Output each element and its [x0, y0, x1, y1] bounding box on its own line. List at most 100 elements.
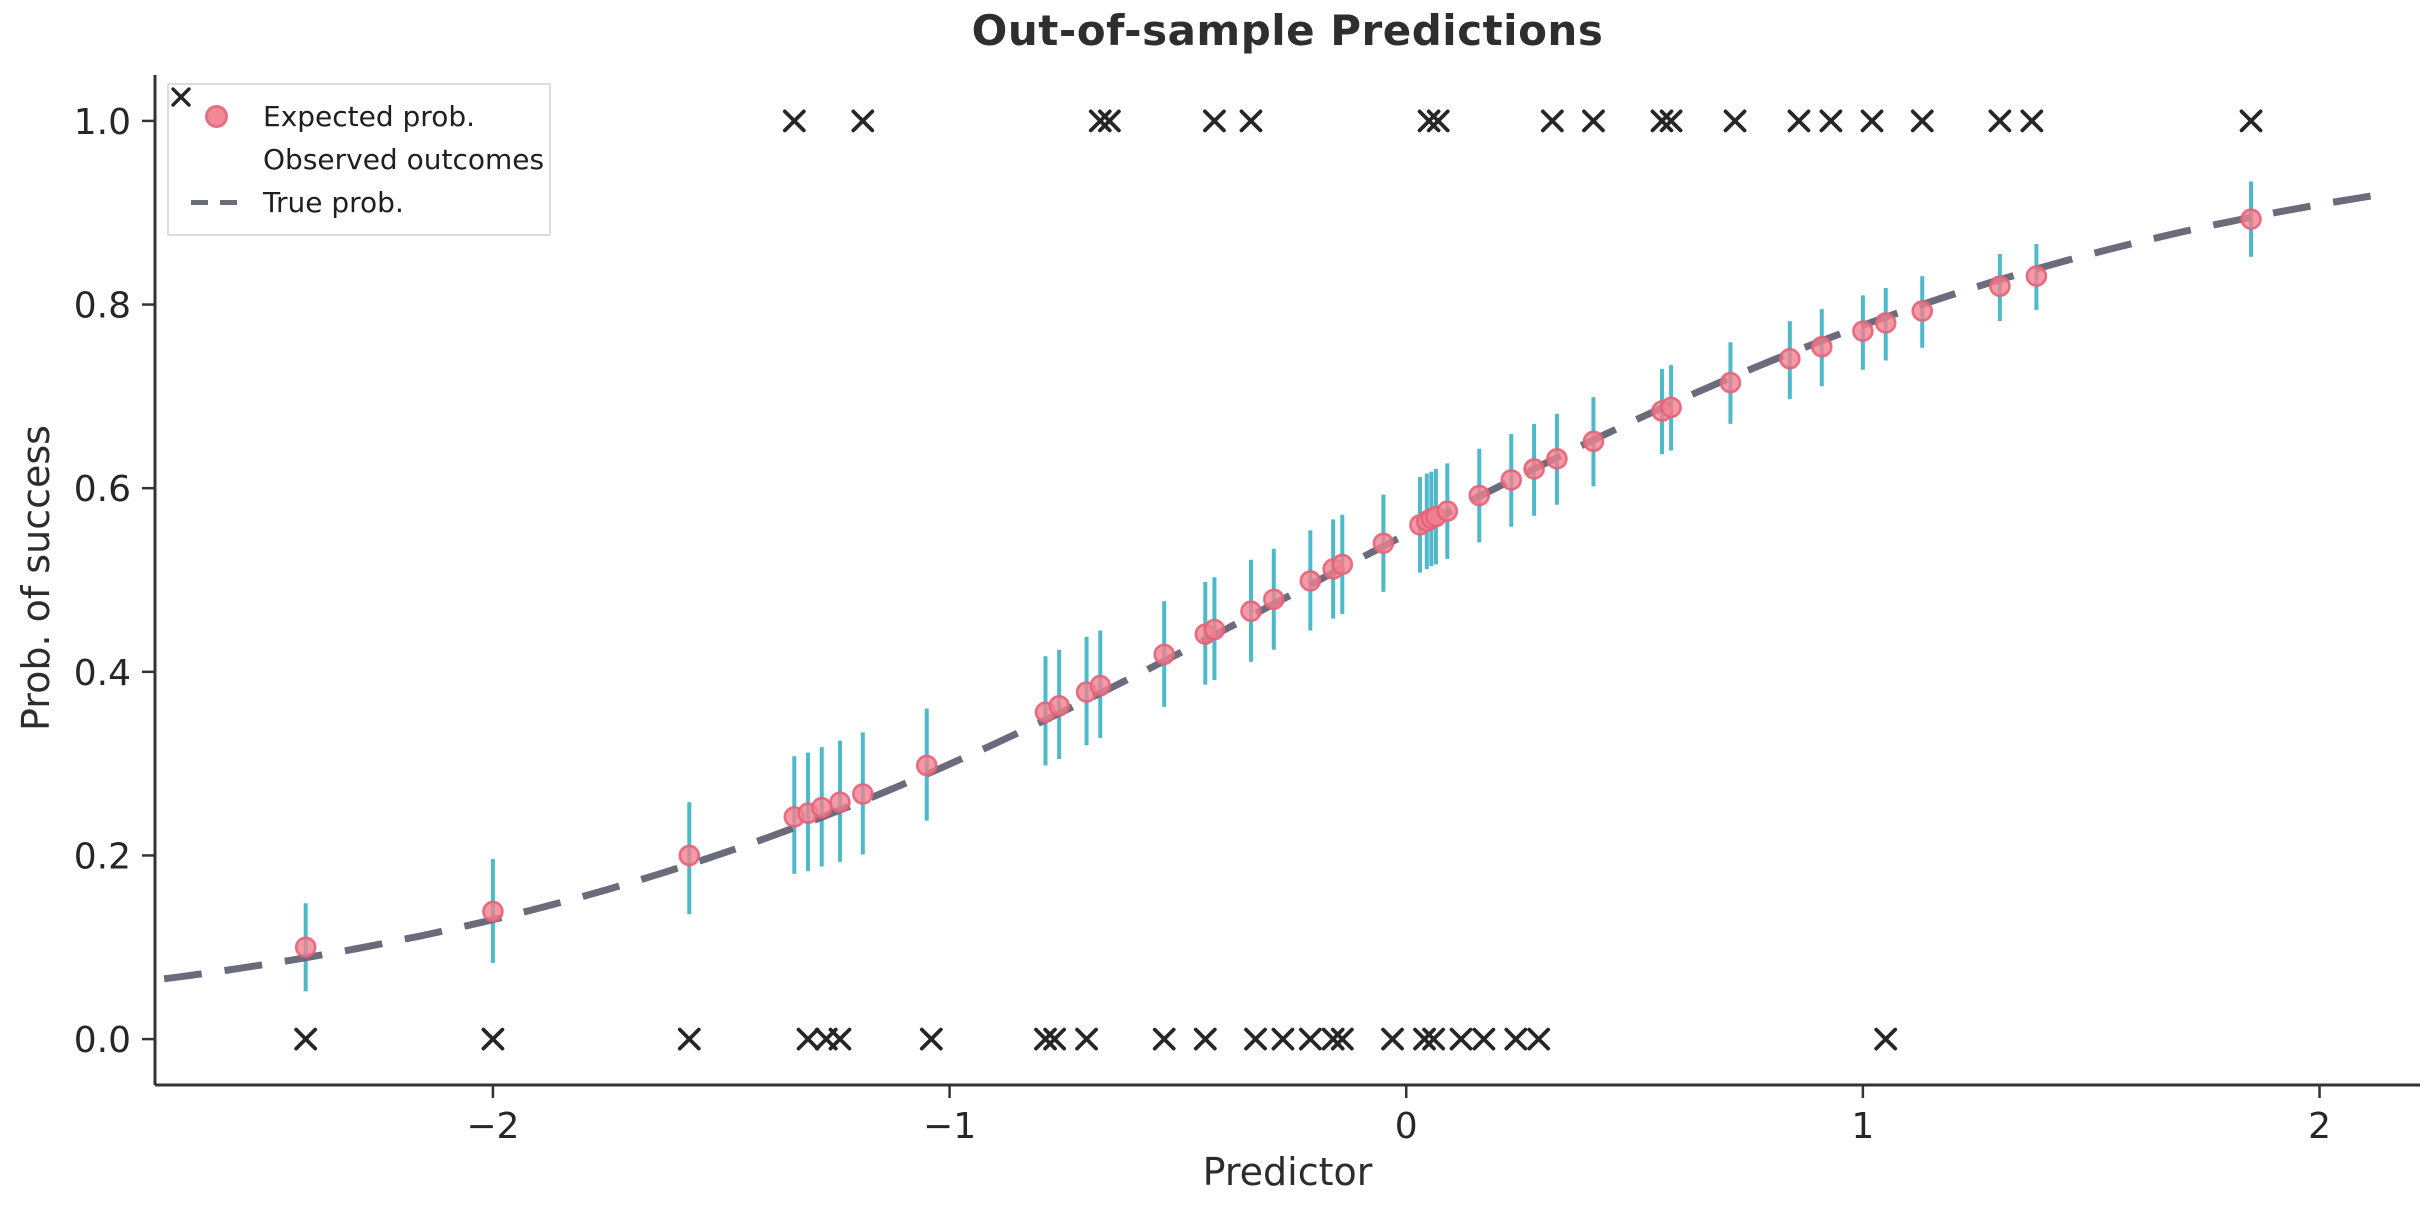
observed-x [1271, 1027, 1295, 1051]
expected-prob-dot [1500, 469, 1523, 491]
true-prob-curve [163, 189, 2389, 983]
x-tick-label: −1 [923, 1106, 976, 1147]
observed-x [1527, 1027, 1551, 1051]
observed-x [1540, 109, 1564, 133]
observed-x [1787, 109, 1811, 133]
observed-x [1449, 1027, 1473, 1051]
y-tick-label: 0.8 [74, 286, 131, 327]
observed-x [1819, 109, 1843, 133]
observed-x [1034, 1027, 1057, 1051]
observed-x [1723, 109, 1747, 133]
observed-x [1472, 1027, 1496, 1051]
x-axis-label: Predictor [1202, 1150, 1373, 1194]
dashed-line-icon [183, 200, 249, 205]
observed-x [1910, 109, 1934, 133]
expected-prob-dot [1468, 484, 1491, 507]
expected-prob-dot [1240, 600, 1262, 623]
expected-prob-dot [1372, 532, 1395, 555]
observed-x [1417, 109, 1441, 133]
observed-x [782, 109, 806, 133]
expected-prob-dot [2025, 265, 2048, 287]
expected-prob-dot [1852, 320, 1874, 342]
x-tick-label: 1 [1851, 1106, 1874, 1147]
observed-x [796, 1027, 820, 1051]
legend: Expected prob. Observed outcomes True pr… [167, 83, 551, 236]
observed-x [1075, 1027, 1098, 1051]
observed-x [1043, 1027, 1067, 1051]
expected-prob-dot [915, 754, 938, 777]
x-tick-label: 0 [1395, 1106, 1418, 1147]
x-tick-label: 2 [2308, 1106, 2331, 1147]
expected-prob-dot [1089, 674, 1112, 697]
observed-x [1193, 1027, 1217, 1051]
observed-x [1650, 109, 1674, 133]
expected-prob-dot [1546, 447, 1568, 470]
expected-prob-dot [1203, 618, 1226, 641]
observed-x [1098, 109, 1121, 133]
observed-x [1988, 109, 2012, 133]
observed-x [1582, 109, 1605, 133]
observed-x [1426, 109, 1450, 133]
observed-x [1422, 1027, 1446, 1051]
expected-prob-dot [1911, 300, 1934, 322]
dot-icon [183, 105, 249, 128]
expected-prob-dot [1299, 570, 1322, 592]
observed-x [1203, 109, 1226, 133]
expected-prob-dot [2240, 208, 2262, 230]
y-tick-label: 0.0 [74, 1020, 131, 1061]
legend-item-expected-prob: Expected prob. [183, 95, 535, 138]
expected-prob-dot [678, 844, 701, 867]
expected-prob-dot [852, 783, 874, 805]
expected-prob-dot [829, 791, 851, 814]
x-tick-label: −2 [466, 1106, 519, 1147]
expected-prob-dot [1874, 312, 1897, 334]
legend-item-observed-outcomes: Observed outcomes [171, 87, 544, 181]
observed-x [1659, 109, 1683, 133]
y-tick-label: 0.4 [74, 653, 131, 694]
y-tick-label: 0.6 [74, 469, 131, 510]
y-tick-label: 1.0 [74, 102, 131, 143]
observed-x [1860, 109, 1884, 133]
observed-x [851, 109, 875, 133]
observed-x [1298, 1027, 1322, 1051]
observed-x [294, 1027, 318, 1051]
expected-prob-dot [810, 796, 833, 819]
expected-prob-dot [482, 900, 504, 923]
expected-prob-dot [1153, 643, 1176, 666]
observed-x [919, 1027, 943, 1051]
observed-x [1321, 1027, 1345, 1051]
observed-x [1239, 109, 1263, 133]
expected-prob-dot [1048, 694, 1070, 717]
observed-x [828, 1027, 852, 1051]
observed-x [1874, 1027, 1898, 1051]
observed-x [2020, 109, 2044, 133]
expected-prob-dot [1436, 500, 1459, 522]
observed-x [1088, 109, 1112, 133]
observed-x [481, 1027, 505, 1051]
observed-x [2239, 109, 2263, 133]
observed-x [1244, 1027, 1267, 1051]
legend-item-true-prob: True prob. [183, 181, 535, 224]
y-axis-label: Prob. of success [14, 425, 58, 731]
expected-prob-dot [1810, 335, 1833, 358]
expected-prob-dot [1719, 371, 1742, 394]
observed-x [1152, 1027, 1176, 1051]
legend-label: True prob. [263, 186, 404, 219]
expected-prob-dot [1989, 275, 2011, 297]
y-tick-label: 0.2 [74, 836, 131, 877]
observed-x [1330, 1027, 1354, 1051]
expected-prob-dot [1660, 396, 1682, 419]
chart-title: Out-of-sample Predictions [971, 6, 1604, 55]
expected-prob-dot [1779, 347, 1801, 370]
expected-prob-dot [1582, 430, 1605, 453]
expected-prob-dot [1523, 458, 1545, 480]
legend-label: Expected prob. [263, 100, 476, 133]
observed-x [677, 1027, 701, 1051]
expected-prob-dot [1263, 588, 1285, 611]
expected-prob-dot [1331, 553, 1354, 576]
observed-x [1381, 1027, 1404, 1051]
expected-prob-dot [294, 936, 317, 959]
observed-x [1413, 1027, 1436, 1051]
